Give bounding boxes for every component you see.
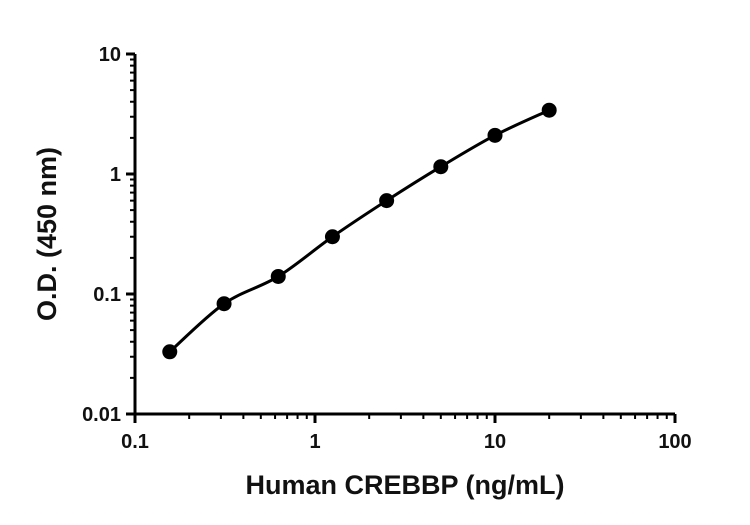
y-axis-ticks [126, 52, 135, 416]
y-tick-label: 0.1 [93, 284, 121, 306]
y-tick-label: 1 [110, 164, 121, 186]
data-point [433, 159, 449, 175]
data-points [162, 102, 557, 360]
data-point [270, 268, 286, 284]
y-axis-tick-labels: 0.01 0.1 1 10 [82, 44, 121, 426]
x-axis-ticks [133, 414, 677, 423]
y-axis-title: O.D. (450 nm) [32, 147, 62, 321]
x-tick-label: 1 [309, 431, 320, 453]
data-point [487, 127, 503, 143]
data-point [324, 229, 340, 245]
data-point [379, 193, 395, 209]
x-axis-title: Human CREBBP (ng/mL) [245, 470, 564, 500]
data-point [216, 296, 232, 312]
x-tick-label: 0.1 [121, 431, 149, 453]
data-point [162, 344, 178, 360]
y-tick-label: 0.01 [82, 404, 121, 426]
fit-curve [168, 108, 550, 353]
x-tick-label: 100 [658, 431, 691, 453]
y-tick-label: 10 [99, 44, 121, 66]
data-point [541, 102, 557, 118]
x-tick-label: 10 [484, 431, 506, 453]
x-axis-tick-labels: 0.1 1 10 100 [121, 431, 692, 453]
